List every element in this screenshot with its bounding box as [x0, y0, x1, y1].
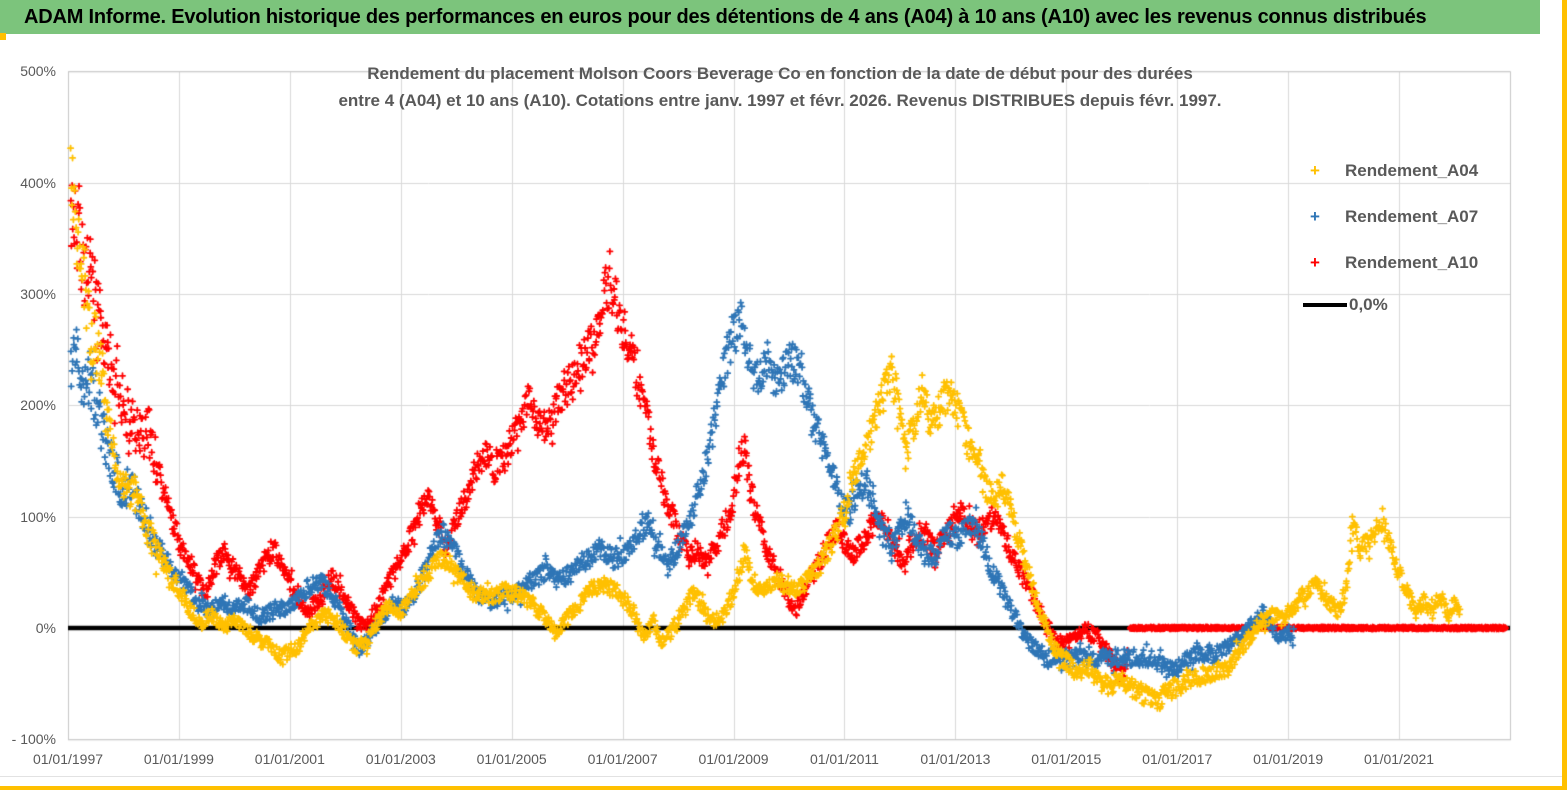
y-tick-label: 500% — [20, 63, 56, 80]
legend-plus-marker-icon: + — [1310, 207, 1320, 226]
x-tick-label: 01/01/2001 — [254, 751, 325, 767]
legend-label: 0,0% — [1349, 295, 1388, 314]
chart-title: Rendement du placement Molson Coors Beve… — [160, 60, 1400, 114]
legend-line-swatch — [1303, 303, 1347, 307]
x-tick-label: 01/01/2015 — [1031, 751, 1102, 767]
legend-item-rendement-a10: + Rendement_A10 — [1303, 250, 1478, 276]
x-tick-label: 01/01/2013 — [920, 751, 991, 767]
header-title: ADAM Informe. Evolution historique des p… — [24, 6, 1427, 28]
x-tick-label: 01/01/2003 — [365, 751, 436, 767]
x-tick-label: 01/01/2005 — [476, 751, 547, 767]
y-tick-label: 400% — [20, 174, 56, 191]
legend-plus-marker-icon: + — [1310, 161, 1320, 180]
legend-item-0-0-: 0,0% — [1303, 292, 1388, 318]
legend-label: Rendement_A04 — [1345, 161, 1479, 180]
legend-label: Rendement_A07 — [1345, 207, 1479, 226]
x-tick-label: 01/01/2021 — [1364, 751, 1435, 767]
legend-item-rendement-a07: + Rendement_A07 — [1303, 204, 1478, 230]
x-tick-label: 01/01/2011 — [809, 751, 879, 767]
y-tick-label: 200% — [20, 397, 56, 414]
x-tick-label: 01/01/1999 — [143, 751, 214, 767]
chart-title-line1: Rendement du placement Molson Coors Beve… — [367, 64, 1193, 83]
legend-plus-marker-icon: + — [1310, 253, 1320, 272]
header-bar: ADAM Informe. Evolution historique des p… — [0, 0, 1540, 34]
legend-label: Rendement_A10 — [1345, 253, 1479, 272]
y-tick-label: 300% — [20, 285, 56, 302]
legend-item-rendement-a04: + Rendement_A04 — [1303, 158, 1478, 184]
frame-notch — [0, 33, 6, 40]
x-tick-label: 01/01/2009 — [698, 751, 769, 767]
bottom-rule — [0, 776, 1562, 777]
y-tick-label: 100% — [20, 508, 56, 525]
y-tick-label: 0% — [35, 619, 56, 636]
x-tick-label: 01/01/2017 — [1142, 751, 1213, 767]
frame-border-right — [1562, 0, 1567, 790]
y-tick-label: - 100% — [11, 731, 56, 748]
frame-border-bottom — [0, 786, 1567, 790]
chart-title-line2: entre 4 (A04) et 10 ans (A10). Cotations… — [338, 91, 1222, 110]
x-tick-label: 01/01/2007 — [587, 751, 658, 767]
x-tick-label: 01/01/1997 — [32, 751, 104, 767]
x-tick-label: 01/01/2019 — [1253, 751, 1324, 767]
